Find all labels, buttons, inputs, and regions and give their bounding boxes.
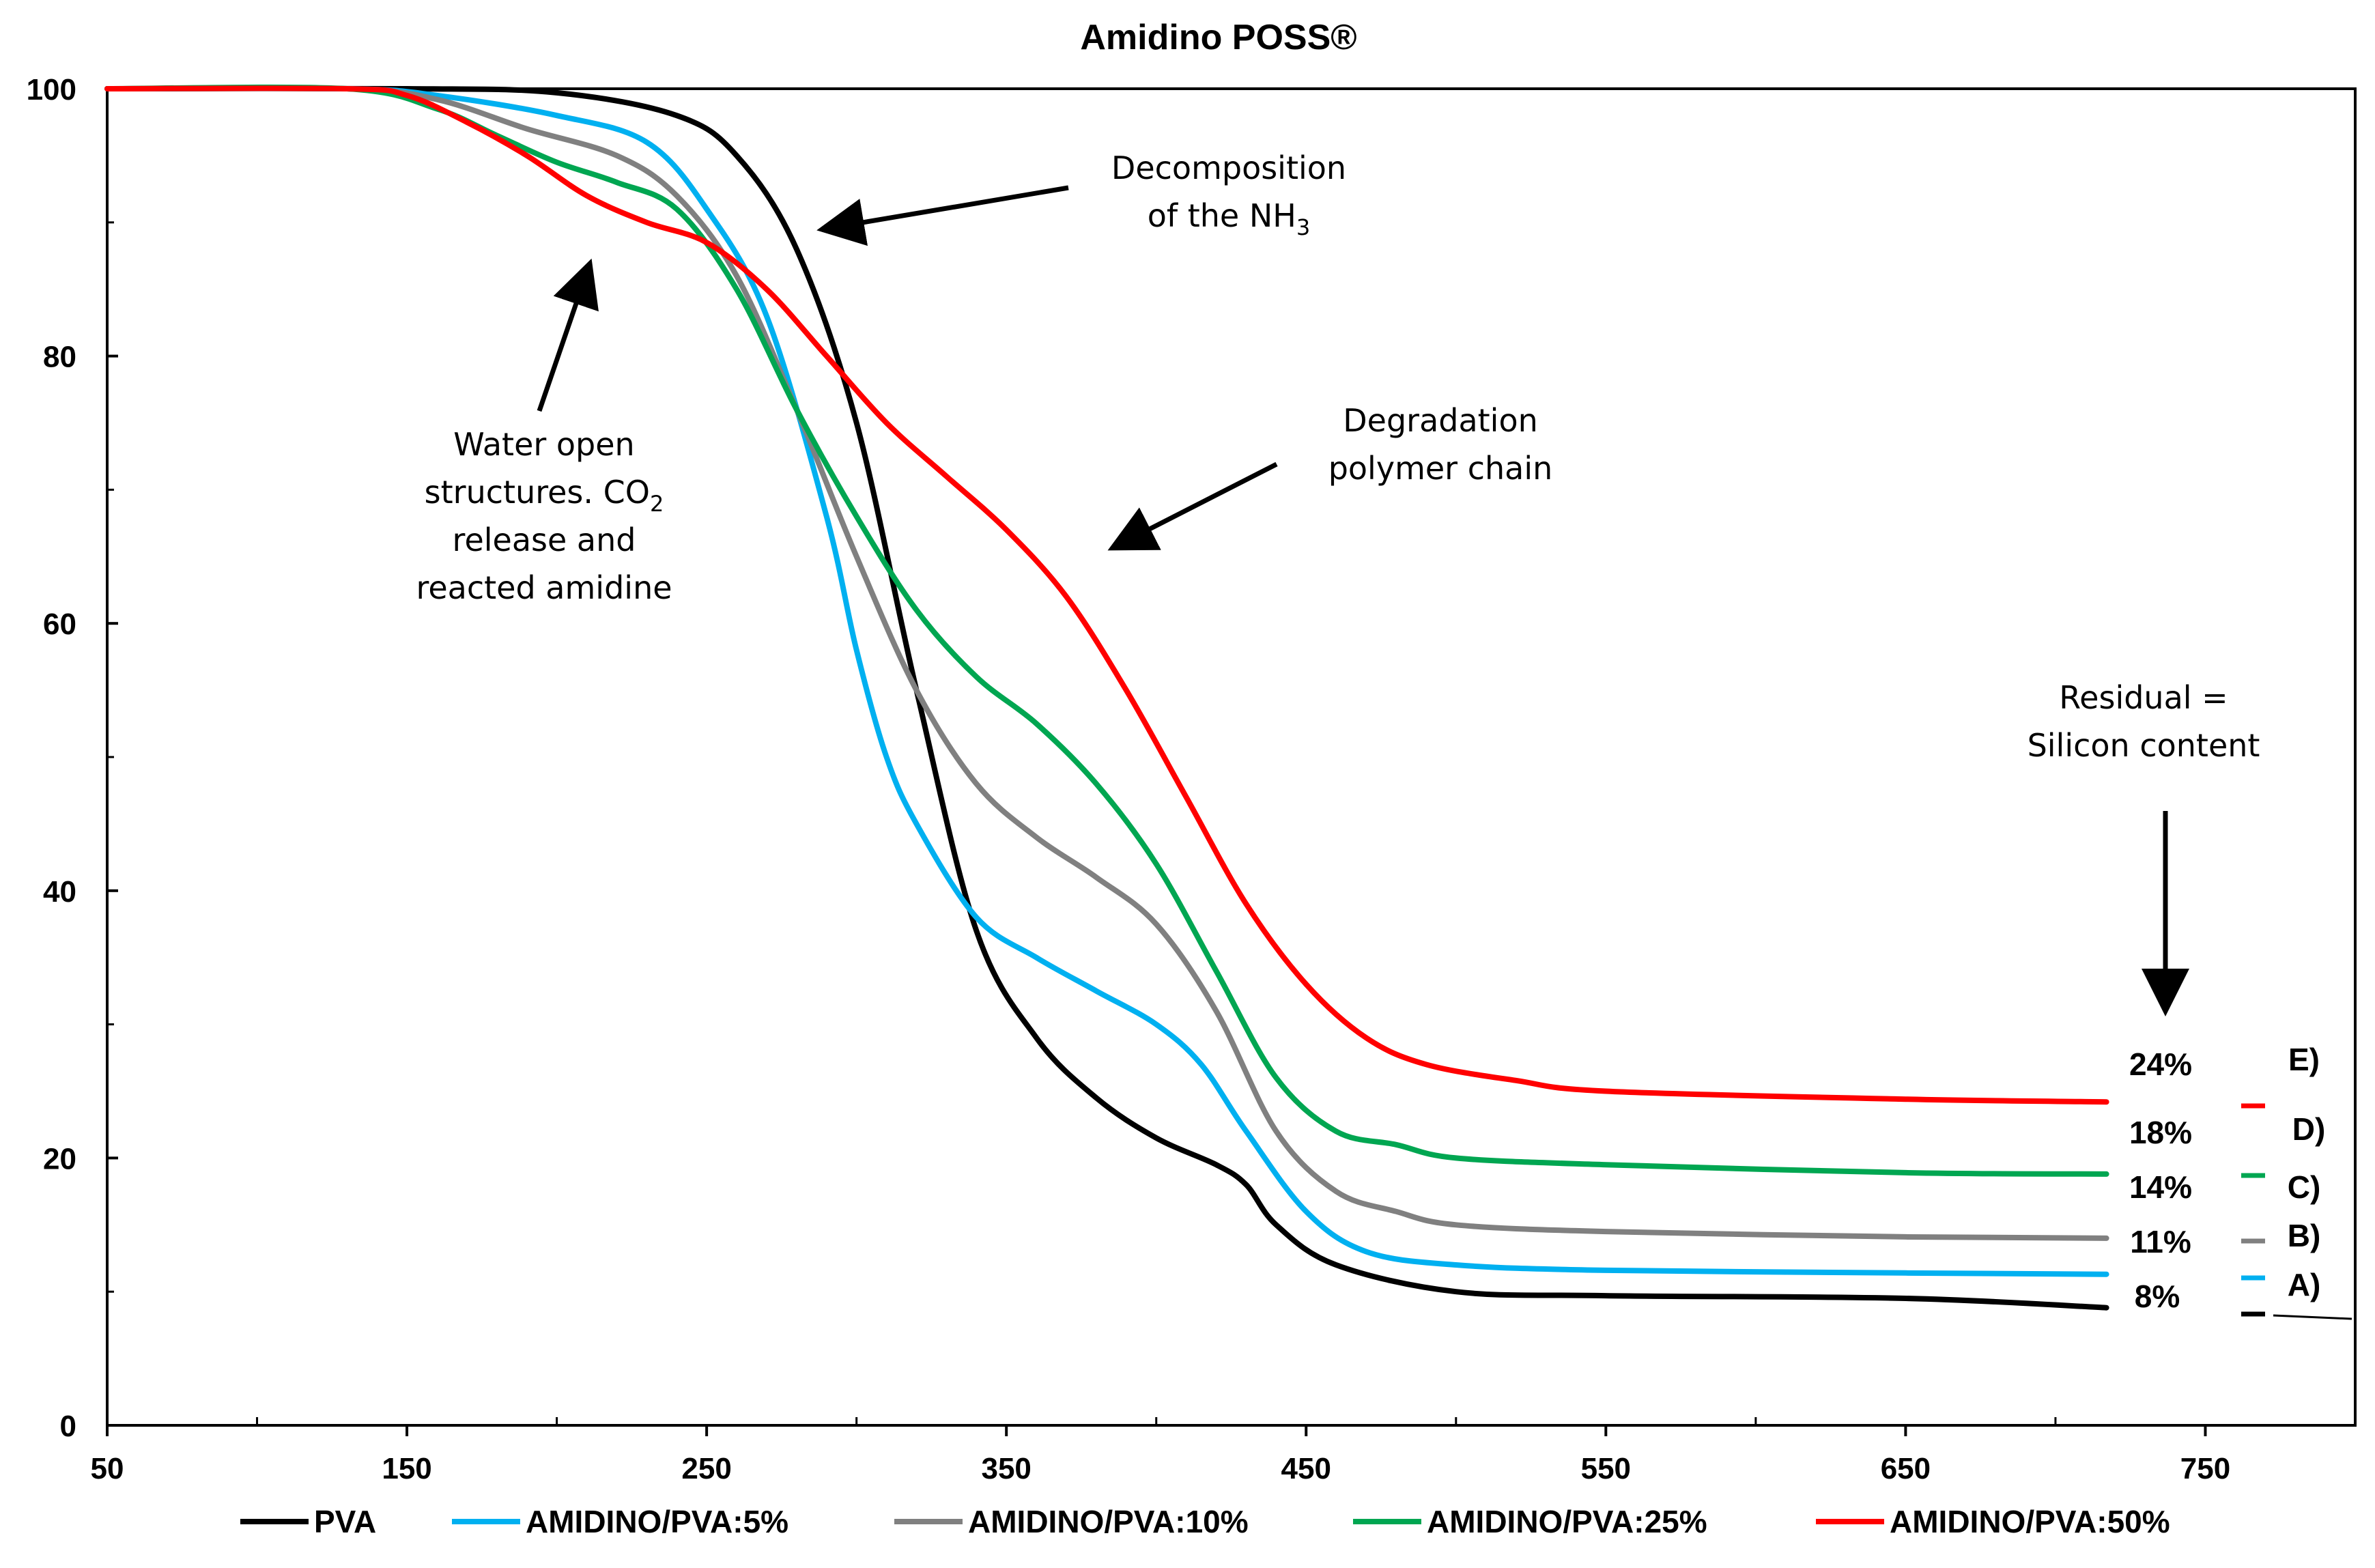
arrow-decomposition — [816, 185, 1069, 246]
x-tick-label: 350 — [981, 1452, 1031, 1485]
residual-label-c: C) — [2288, 1169, 2321, 1205]
annotation-degradation: Degradation polymer chain — [1107, 402, 1553, 551]
series-group — [104, 84, 2109, 1311]
annotation-residual-line1: Residual = — [2059, 679, 2228, 716]
residual-percent-a: 8% — [2135, 1279, 2180, 1314]
annotation-decomposition-line2: of the NH3 — [1148, 197, 1310, 240]
y-tick-label: 0 — [60, 1410, 76, 1443]
y-tick-label: 40 — [43, 875, 76, 909]
x-tick-label: 250 — [681, 1452, 731, 1485]
x-tick-label: 50 — [91, 1452, 124, 1485]
legend-label-5: AMIDINO/PVA:50% — [1890, 1504, 2170, 1539]
x-tick-label: 450 — [1281, 1452, 1331, 1485]
residual-label-d: D) — [2292, 1111, 2326, 1147]
arrow-degradation — [1107, 461, 1278, 551]
series-line-2 — [104, 85, 2109, 1277]
legend-label-2: AMIDINO/PVA:5% — [526, 1504, 788, 1539]
residual-label-b: B) — [2288, 1218, 2321, 1253]
series-line-4 — [104, 84, 2109, 1177]
x-tick-label: 650 — [1881, 1452, 1931, 1485]
residual-label-e: E) — [2288, 1042, 2320, 1077]
x-tick-label: 150 — [382, 1452, 431, 1485]
residual-labels: 24% E) 18% D) 14% C) 11% B) 8% A) — [2129, 1042, 2352, 1320]
annotation-residual: Residual = Silicon content — [2028, 679, 2260, 1016]
annotation-decomposition-line1: Decomposition — [1111, 149, 1346, 186]
legend-label-3: AMIDINO/PVA:10% — [968, 1504, 1249, 1539]
legend-label-1: PVA — [314, 1504, 376, 1539]
arrow-water — [537, 258, 599, 412]
residual-percent-d: 18% — [2129, 1115, 2192, 1150]
annotation-water-line3: release and — [453, 522, 636, 558]
annotation-water-line1: Water open — [453, 426, 634, 463]
annotation-water-line2: structures. CO2 — [425, 474, 664, 517]
legend: PVA AMIDINO/PVA:5% AMIDINO/PVA:10% AMIDINO/… — [240, 1504, 2170, 1539]
residual-percent-e: 24% — [2129, 1046, 2192, 1082]
annotation-residual-line2: Silicon content — [2028, 727, 2260, 764]
residual-label-a: A) — [2288, 1267, 2321, 1302]
legend-label-4: AMIDINO/PVA:25% — [1427, 1504, 1707, 1539]
annotation-degradation-line2: polymer chain — [1328, 450, 1553, 487]
annotation-decomposition: Decomposition of the NH3 — [816, 149, 1346, 246]
residual-percent-b: 11% — [2130, 1224, 2191, 1259]
residual-tail-a — [2273, 1314, 2352, 1320]
y-tick-label: 80 — [43, 341, 76, 374]
chart-title: Amidino POSS® — [1080, 18, 1356, 57]
x-tick-label: 750 — [2180, 1452, 2230, 1485]
y-tick-label: 20 — [43, 1142, 76, 1175]
x-tick-label: 550 — [1581, 1452, 1631, 1485]
annotation-degradation-line1: Degradation — [1343, 402, 1538, 439]
y-tick-label: 60 — [43, 608, 76, 641]
series-line-1 — [104, 85, 2109, 1311]
annotation-water: Water open structures. CO2 release and r… — [416, 258, 672, 606]
axes: 50 150 250 350 450 550 650 750 0 20 40 60 80 100 — [27, 73, 2357, 1485]
y-tick-label: 100 — [27, 73, 76, 106]
annotation-water-line4: reacted amidine — [416, 569, 672, 606]
residual-percent-c: 14% — [2129, 1169, 2192, 1205]
series-line-5 — [104, 85, 2109, 1105]
series-line-3 — [104, 85, 2109, 1241]
